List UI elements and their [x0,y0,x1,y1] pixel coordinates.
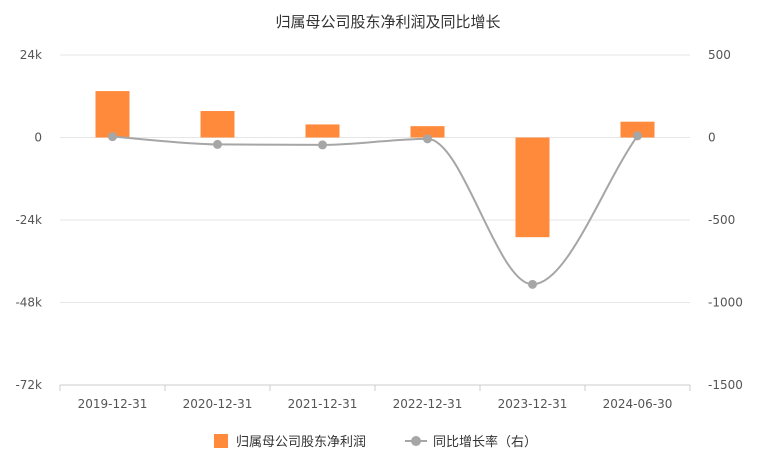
line-point [528,279,537,289]
line-series [108,131,642,289]
bar [305,124,340,138]
left-tick-label: -72k [15,378,42,392]
bar-series [95,91,655,238]
right-tick-label: 500 [708,48,731,62]
left-tick-label: -48k [15,296,42,310]
chart-title: 归属母公司股东净利润及同比增长 [275,13,500,31]
legend-bar-swatch [214,434,228,448]
legend-bar-label: 归属母公司股东净利润 [236,435,366,450]
bar [410,126,445,138]
left-tick-label: 24k [20,48,42,62]
line-point [318,140,327,150]
right-tick-label: 0 [708,131,716,145]
x-tick-label: 2022-12-31 [393,397,463,411]
x-axis: 2019-12-31 2020-12-31 2021-12-31 2022-12-31… [59,384,691,411]
right-tick-label: -500 [708,213,735,227]
x-tick-label: 2023-12-31 [498,397,568,411]
legend-line-label: 同比增长率（右） [433,434,537,450]
line-point [108,132,117,142]
gridlines [60,54,690,386]
x-tick-label: 2021-12-31 [288,397,358,411]
legend: 归属母公司股东净利润 同比增长率（右） [214,434,537,450]
left-tick-label: -24k [15,213,42,227]
bar [620,121,655,138]
bar [515,137,550,238]
line-point [423,134,432,144]
line-point [213,139,222,149]
left-axis-ticks: 24k 0 -24k -48k -72k [15,48,42,392]
x-tick-label: 2020-12-31 [183,397,253,411]
growth-rate-line [112,135,639,286]
bar [95,91,130,138]
line-point [633,131,642,141]
left-tick-label: 0 [34,131,42,145]
x-tick-label: 2024-06-30 [603,397,673,411]
legend-line-marker [411,436,421,446]
right-tick-label: -1500 [708,378,743,392]
right-axis-ticks: 500 0 -500 -1000 -1500 [708,48,743,392]
bar [200,111,235,138]
x-tick-label: 2019-12-31 [78,397,148,411]
right-tick-label: -1000 [708,296,743,310]
